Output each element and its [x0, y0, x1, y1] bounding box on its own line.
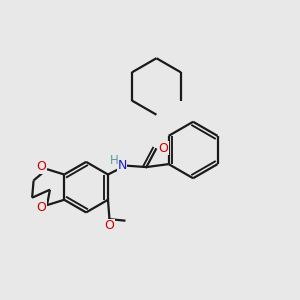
Text: O: O [158, 142, 168, 154]
Text: N: N [117, 159, 127, 172]
Text: H: H [110, 154, 118, 167]
Text: O: O [104, 219, 114, 232]
Text: O: O [37, 201, 46, 214]
Text: O: O [37, 160, 46, 173]
